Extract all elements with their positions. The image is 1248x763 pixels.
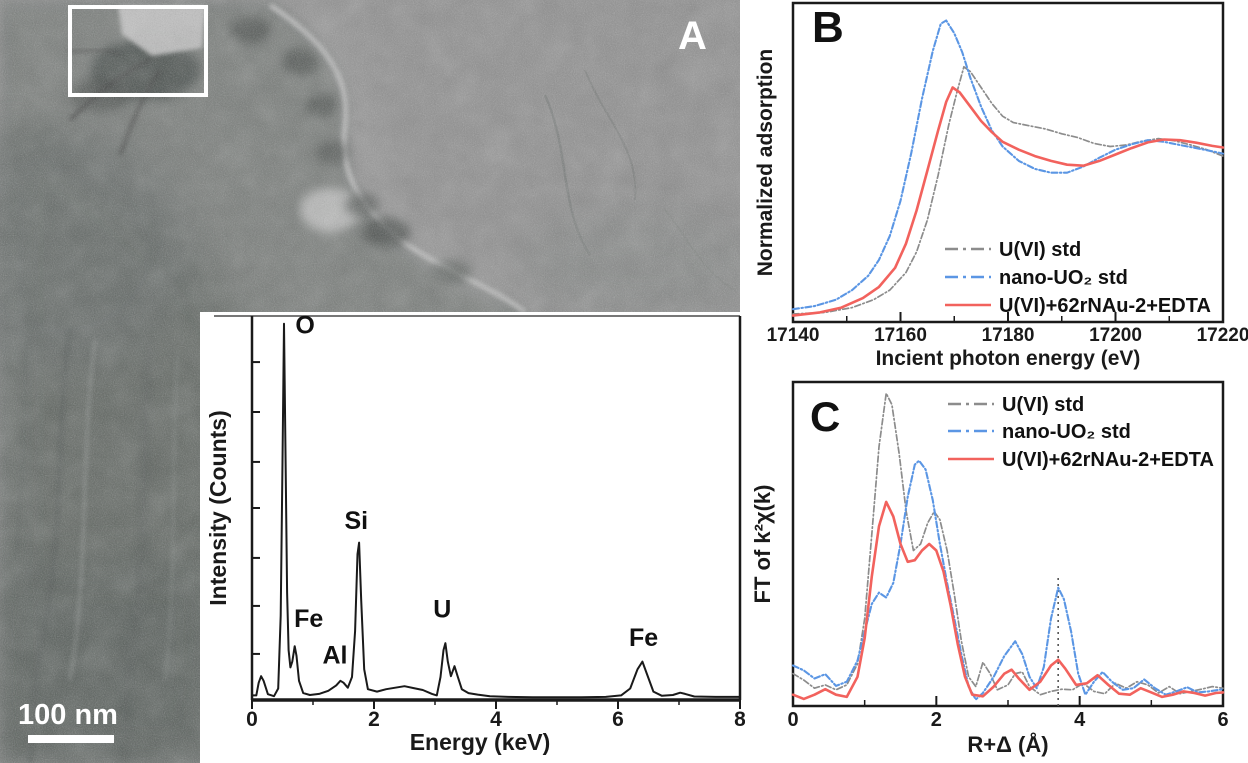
scale-bar bbox=[28, 735, 114, 743]
x-axis-title: Incient photon energy (eV) bbox=[876, 347, 1141, 370]
x-tick-label: 4 bbox=[1074, 709, 1086, 731]
legend-label: nano-UO₂ std bbox=[1002, 421, 1131, 443]
x-tick-label: 0 bbox=[246, 708, 258, 731]
x-tick-label: 0 bbox=[787, 709, 798, 731]
x-tick-label: 17140 bbox=[767, 325, 820, 346]
y-axis-title: FT of k²χ(k) bbox=[750, 485, 775, 604]
legend-label: U(VI) std bbox=[1002, 394, 1084, 416]
peak-label-fe: Fe bbox=[294, 605, 323, 633]
series-u-vi-62rnau-2-edta bbox=[791, 500, 1225, 701]
legend-label: U(VI)+62rNAu-2+EDTA bbox=[1002, 449, 1214, 471]
x-tick-label: 2 bbox=[368, 708, 380, 731]
y-axis-title: Intensity (Counts) bbox=[205, 410, 231, 606]
legend-label: U(VI)+62rNAu-2+EDTA bbox=[999, 295, 1211, 317]
x-tick-label: 6 bbox=[1217, 709, 1228, 731]
x-axis-title: R+Δ (Å) bbox=[967, 731, 1048, 757]
y-axis-title: Normalized adsorption bbox=[754, 49, 777, 277]
x-tick-label: 17200 bbox=[1089, 325, 1142, 346]
roi-box bbox=[68, 5, 208, 97]
x-tick-label: 8 bbox=[734, 708, 745, 731]
x-tick-label: 4 bbox=[490, 708, 502, 731]
series-eds-spectrum bbox=[251, 322, 741, 699]
series-u-vi-std bbox=[792, 392, 1224, 696]
legend-label: U(VI) std bbox=[999, 239, 1081, 261]
x-tick-label: 17220 bbox=[1197, 325, 1248, 346]
xanes-chart: 17140 17160 17180 17200 17220 U(VI) std nano-U… bbox=[754, 1, 1248, 370]
panel-label-a: A bbox=[678, 14, 707, 58]
x-axis-title: Energy (keV) bbox=[410, 729, 551, 755]
eds-spectrum-chart: 0 2 4 6 8 O Fe Al Si U Fe Energy (keV) Intensity (Co… bbox=[200, 312, 745, 763]
panel-label-c: C bbox=[810, 393, 841, 440]
x-tick-label: 2 bbox=[931, 709, 942, 731]
peak-label-si: Si bbox=[344, 507, 368, 535]
series-u-vi-62rnau-2-edta bbox=[791, 86, 1225, 317]
x-tick-label: 6 bbox=[612, 708, 624, 731]
series-nano-uo2-std bbox=[791, 19, 1225, 311]
exafs-ft-chart: 0 2 4 6 U(VI) std nano-UO₂ std U(VI)+62rNAu-2+… bbox=[750, 380, 1229, 757]
x-tick-label: 17160 bbox=[874, 325, 927, 346]
x-tick-label: 17180 bbox=[982, 325, 1035, 346]
peak-label-fe: Fe bbox=[629, 624, 658, 652]
panel-label-b: B bbox=[812, 3, 844, 52]
scale-bar-label: 100 nm bbox=[18, 699, 118, 731]
peak-label-u: U bbox=[433, 595, 451, 623]
series-nano-uo2-std bbox=[791, 459, 1225, 701]
legend-label: nano-UO₂ std bbox=[999, 267, 1128, 289]
peak-label-o: O bbox=[295, 312, 314, 339]
peak-label-al: Al bbox=[322, 642, 347, 670]
